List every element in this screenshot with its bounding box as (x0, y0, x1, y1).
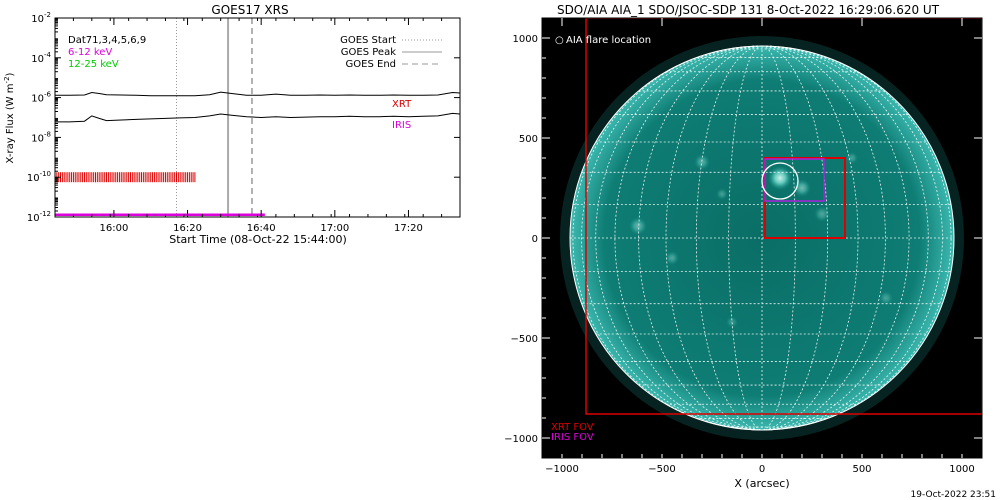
goes-info-line: 12-25 keV (68, 59, 119, 70)
goes-y-axis-label-close: ) (5, 72, 16, 76)
aia-title: SDO/AIA AIA_1 SDO/JSOC-SDP 131 8-Oct-202… (557, 3, 940, 17)
footer-timestamp: 19-Oct-2022 23:51 (911, 490, 996, 500)
goes-y-tick-label: 10-8 (31, 130, 51, 144)
active-region-blob (629, 217, 647, 235)
longitude-line (761, 45, 859, 431)
aia-y-tick-label: −500 (511, 334, 538, 345)
aia-panel: SDO/AIA AIA_1 SDO/JSOC-SDP 131 8-Oct-202… (504, 3, 983, 490)
aia-x-tick-label: 500 (852, 464, 871, 475)
goes-y-tick-label-exp: -2 (44, 11, 51, 19)
goes-y-axis-label: X-ray Flux (W m-2) (3, 72, 16, 163)
goes-y-tick-label-exp: -4 (44, 51, 52, 59)
goes-short-flux-line (55, 112, 461, 123)
goes-y-tick-label: 10-10 (27, 170, 51, 184)
aia-x-tick-label: −500 (648, 464, 675, 475)
heliographic-grid (570, 45, 954, 431)
longitude-line (581, 45, 763, 431)
goes-y-tick-label-base: 10 (27, 173, 40, 184)
active-region-blob (814, 206, 830, 222)
active-region-blob (793, 179, 811, 197)
goes-info-line: 6-12 keV (68, 47, 112, 58)
goes-info-line: Dat71,3,4,5,6,9 (68, 35, 146, 46)
xrt-fov-box-large (585, 18, 982, 415)
aia-image-layer (560, 18, 982, 440)
flare-legend-symbol: ○ (555, 35, 564, 46)
active-region-blob (716, 188, 728, 200)
fov-legend-label: XRT FOV (551, 422, 594, 433)
longitude-line (595, 45, 763, 431)
flare-legend-label: AIA flare location (566, 35, 651, 46)
goes-y-tick-label-base: 10 (27, 213, 40, 224)
goes-y-tick-label: 10-4 (31, 51, 51, 65)
goes-xrs-panel: GOES17 XRS 10-1210-1010-810-610-410-216:… (3, 3, 461, 246)
goes-instrument-label: XRT (392, 99, 412, 110)
aia-y-tick-label: 0 (532, 234, 538, 245)
goes-x-tick-label: 16:20 (173, 223, 202, 234)
goes-y-tick-label-base: 10 (31, 54, 44, 65)
goes-y-axis-label-exp: -2 (3, 76, 11, 83)
goes-y-tick-label-base: 10 (31, 94, 44, 105)
flare-location-circle (761, 162, 799, 200)
longitude-line (695, 45, 763, 431)
longitude-line (665, 45, 763, 431)
active-region-blob (694, 154, 710, 170)
aia-axes: −1000 −500 0 500 1000 −1000 −500 0 500 1000 (504, 18, 982, 475)
goes-y-axis-label-text: X-ray Flux (W m (5, 83, 16, 163)
goes-instrument-labels: XRT IRIS (392, 99, 412, 131)
goes-y-tick-label: 10-2 (31, 11, 51, 25)
fov-legend-label: IRIS FOV (551, 432, 594, 443)
goes-legend-label: GOES End (346, 59, 396, 70)
goes-x-tick-label: 16:00 (99, 223, 128, 234)
goes-long-flux-line (55, 91, 461, 97)
aia-x-axis-label: X (arcsec) (734, 477, 789, 490)
goes-legend-label: GOES Peak (341, 47, 396, 58)
longitude-line (761, 45, 829, 431)
goes-y-tick-label-exp: -8 (44, 130, 51, 138)
aia-y-tick-label: −1000 (504, 434, 538, 445)
longitude-line (761, 45, 929, 431)
goes-x-axis-label: Start Time (08-Oct-22 15:44:00) (169, 233, 347, 246)
longitude-line (614, 45, 763, 431)
iris-fov-box (764, 158, 825, 202)
active-region-blob (879, 291, 893, 305)
goes-y-tick-label-base: 10 (31, 14, 44, 25)
longitude-line (761, 45, 796, 431)
goes-x-tick-label: 17:00 (320, 223, 349, 234)
goes-data-layer (54, 18, 461, 217)
goes-legend-label: GOES Start (340, 35, 396, 46)
goes-x-tick-label: 16:40 (247, 223, 276, 234)
goes-title: GOES17 XRS (211, 3, 288, 17)
goes-y-tick-label: 10-12 (27, 210, 51, 224)
goes-y-tick-label-exp: -12 (40, 210, 51, 218)
active-region-blob (665, 251, 679, 265)
active-region-blob (768, 166, 792, 190)
aia-y-tick-label: 1000 (513, 34, 538, 45)
goes-y-tick-label-base: 10 (31, 133, 44, 144)
longitude-line (728, 45, 763, 431)
goes-y-tick-label-exp: -6 (44, 91, 52, 99)
goes-x-tick-label: 17:20 (394, 223, 423, 234)
aia-x-tick-label: 1000 (949, 464, 974, 475)
goes-y-tick-label-exp: -10 (40, 170, 51, 178)
solar-limb (569, 45, 955, 431)
aia-x-tick-label: 0 (759, 464, 765, 475)
longitude-line (761, 45, 910, 431)
goes-y-tick-label: 10-6 (31, 91, 51, 105)
aia-y-tick-label: 500 (519, 134, 538, 145)
active-region-blob (846, 152, 858, 164)
aia-x-tick-label: −1000 (545, 464, 579, 475)
goes-instrument-label: IRIS (392, 120, 411, 131)
longitude-line (761, 45, 943, 431)
active-region-blob (726, 316, 738, 328)
